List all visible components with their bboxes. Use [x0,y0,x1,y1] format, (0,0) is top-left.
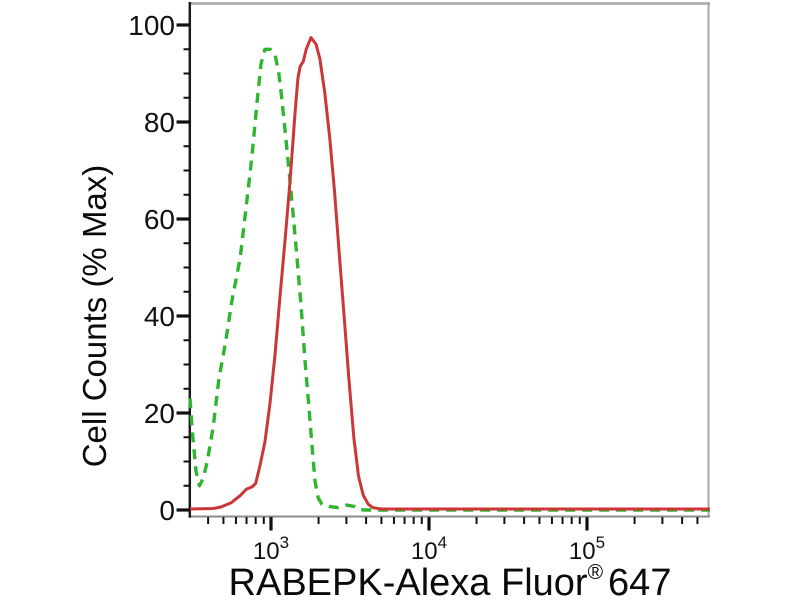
y-tick-label: 60 [144,204,175,235]
registered-trademark-symbol: ® [587,561,604,585]
red-solid-curve [189,36,710,511]
y-tick-label: 100 [128,10,175,41]
x-tick-label: 103 [253,533,289,565]
x-tick-label: 105 [569,533,605,565]
green-dashed-curve [188,47,710,512]
y-tick-label: 20 [144,398,175,429]
y-tick-label: 40 [144,301,175,332]
y-tick-label: 80 [144,107,175,138]
y-axis-title-text: Cell Counts (% Max) [76,164,113,468]
x-axis-title: RABEPK-Alexa Fluor® 647 [150,561,750,600]
x-axis-ticks: 103 104 105 [207,517,699,565]
y-tick-label: 0 [159,495,175,526]
y-axis-title: Cell Counts (% Max) [74,106,116,526]
x-tick-label: 104 [411,533,447,565]
x-axis-title-text: RABEPK-Alexa Fluor [228,562,588,600]
y-axis-ticks: 0 20 40 60 80 100 [128,10,190,526]
x-axis-title-suffix: 647 [608,562,672,600]
